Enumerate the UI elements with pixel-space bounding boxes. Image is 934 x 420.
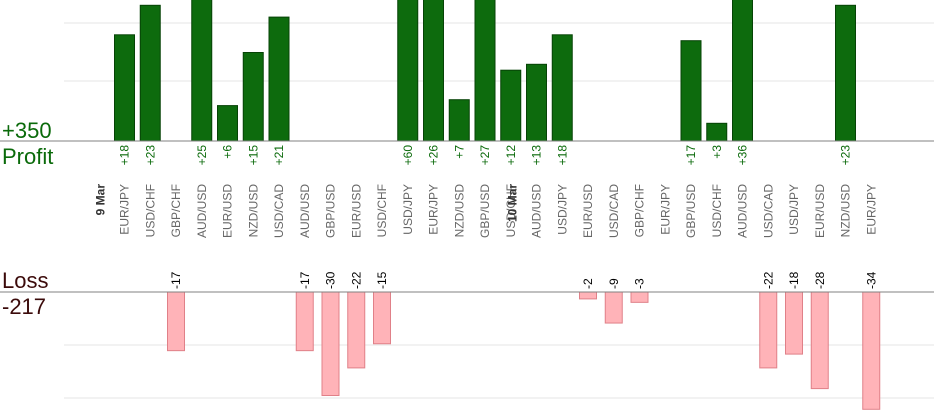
profit-bar: [217, 105, 238, 142]
pair-tick-label: EUR/USD: [813, 184, 827, 238]
loss-word-label: Loss: [2, 268, 49, 293]
pair-tick-label: USD/CHF: [710, 184, 724, 237]
pair-tick-label: GBP/CHF: [633, 184, 647, 237]
pair-tick-label: USD/CAD: [607, 184, 621, 238]
pair-tick-label: USD/JPY: [787, 184, 801, 235]
profit-total-label: +350: [2, 118, 52, 143]
pair-tick-label: USD/JPY: [401, 184, 415, 235]
profit-word-label: Profit: [2, 144, 54, 169]
pair-tick-label: EUR/USD: [349, 184, 363, 238]
profit-bar: [191, 0, 213, 142]
pair-tick-label: USD/JPY: [555, 184, 569, 235]
loss-bar: [630, 291, 649, 303]
pair-tick-label: AUD/USD: [195, 184, 209, 238]
profit-value-label: +18: [118, 145, 132, 166]
loss-total-label: -217: [2, 294, 47, 319]
loss-bar: [295, 291, 314, 352]
profit-value-label: +21: [272, 145, 286, 166]
profit-bar: [423, 0, 444, 142]
profit-value-label: +17: [684, 145, 698, 166]
loss-value-label: -18: [787, 271, 801, 289]
profit-bar: [732, 0, 753, 142]
pair-tick-label: GBP/USD: [478, 184, 492, 238]
pair-tick-label: USD/CHF: [504, 184, 518, 237]
loss-value-label: -9: [607, 278, 621, 289]
profit-value-label: +36: [736, 145, 750, 166]
profit-bar: [706, 122, 728, 142]
profit-value-label: +23: [839, 145, 853, 166]
profit-value-label: +7: [452, 145, 466, 159]
pair-tick-label: GBP/CHF: [169, 184, 183, 237]
profit-bar: [397, 0, 419, 142]
loss-bar: [167, 291, 185, 352]
pair-tick-label: EUR/JPY: [118, 184, 132, 235]
pair-tick-label: EUR/USD: [221, 184, 235, 238]
loss-bar: [785, 291, 803, 355]
loss-bar: [579, 291, 597, 300]
pair-tick-label: NZD/USD: [246, 184, 260, 238]
profit-value-label: +25: [195, 145, 209, 166]
loss-value-label: -3: [633, 278, 647, 289]
pair-tick-label: EUR/USD: [581, 184, 595, 238]
profit-bar: [114, 34, 135, 142]
pair-tick-label: AUD/USD: [530, 184, 544, 238]
loss-value-label: -17: [298, 271, 312, 289]
pair-tick-label: EUR/JPY: [427, 184, 441, 235]
pair-tick-label: USD/CHF: [375, 184, 389, 237]
loss-bar: [321, 291, 340, 396]
profit-value-label: +26: [427, 145, 441, 166]
date-marker-label: 9 Mar: [94, 184, 108, 216]
pair-tick-label: AUD/USD: [736, 184, 750, 238]
pair-tick-label: EUR/JPY: [658, 184, 672, 235]
loss-value-label: -17: [169, 271, 183, 289]
profit-bar: [526, 63, 547, 142]
loss-value-label: -2: [581, 278, 595, 289]
profit-bar: [500, 69, 522, 142]
profit-bar: [448, 99, 470, 142]
profit-value-label: +27: [478, 145, 492, 166]
profit-bar: [268, 16, 290, 142]
pair-tick-label: GBP/USD: [684, 184, 698, 238]
profit-value-label: +12: [504, 145, 518, 166]
pair-tick-label: NZD/USD: [452, 184, 466, 238]
pair-tick-label: USD/CAD: [272, 184, 286, 238]
loss-value-label: -28: [813, 271, 827, 289]
loss-value-label: -34: [864, 271, 878, 289]
loss-bar: [862, 291, 881, 410]
loss-value-label: -22: [761, 271, 775, 289]
pair-tick-label: EUR/JPY: [864, 184, 878, 235]
profit-value-label: +15: [246, 145, 260, 166]
pair-tick-label: USD/CAD: [761, 184, 775, 238]
loss-bar: [347, 291, 366, 369]
pair-tick-label: GBP/USD: [324, 184, 338, 238]
loss-bar: [759, 291, 778, 369]
loss-bar: [810, 291, 829, 390]
loss-value-label: -30: [324, 271, 338, 289]
loss-bar: [373, 291, 391, 345]
profit-value-label: +18: [555, 145, 569, 166]
profit-bar: [242, 52, 264, 142]
profit-value-label: +6: [221, 145, 235, 159]
date-marker-label: 10 Mar: [506, 184, 520, 222]
profit-value-label: +23: [143, 145, 157, 166]
profit-bar: [680, 40, 702, 142]
profit-bar: [835, 4, 856, 142]
profit-value-label: +60: [401, 145, 415, 166]
profit-value-label: +3: [710, 145, 724, 159]
profit-bar: [551, 34, 573, 142]
pair-tick-label: USD/CHF: [143, 184, 157, 237]
pair-tick-label: AUD/USD: [298, 184, 312, 238]
loss-value-label: -22: [349, 271, 363, 289]
loss-bar: [604, 291, 623, 324]
profit-bar: [139, 4, 161, 142]
pair-tick-label: NZD/USD: [839, 184, 853, 238]
loss-value-label: -15: [375, 271, 389, 289]
profit-value-label: +13: [530, 145, 544, 166]
profit-bar: [474, 0, 496, 142]
